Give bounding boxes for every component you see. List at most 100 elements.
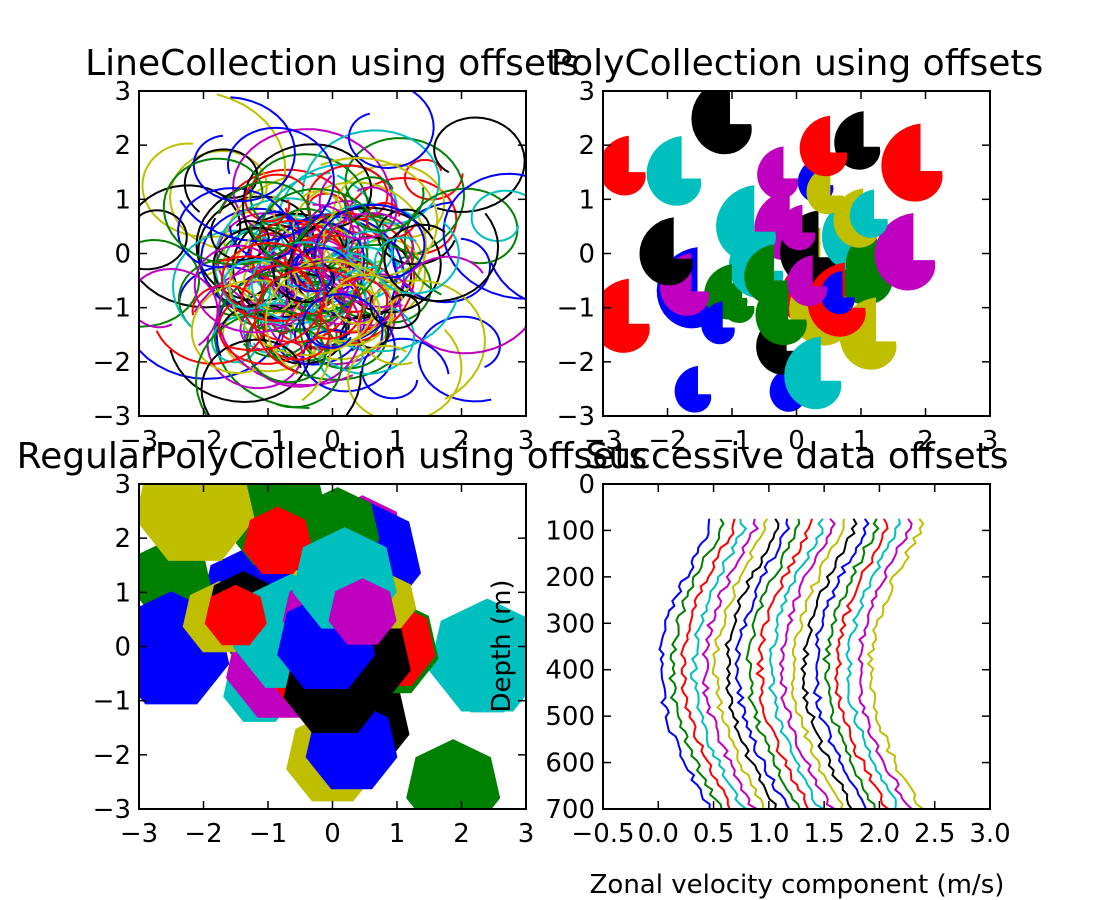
heptagon-marker — [328, 578, 397, 645]
x-tick-label: 1 — [853, 426, 870, 456]
series-line — [321, 212, 414, 309]
x-tick-label: −1 — [249, 819, 287, 849]
spiral-marker — [874, 213, 936, 291]
profile-line — [658, 518, 711, 809]
spiral-marker — [701, 301, 735, 345]
spiral-marker — [779, 204, 816, 251]
y-axis-label: Depth (m) — [487, 579, 517, 712]
plot-area-regular-poly-collection — [139, 484, 526, 809]
profile-line — [724, 518, 780, 809]
spiral-marker — [691, 91, 752, 155]
panel-line-collection: −3 −2 −1 0 1 2 3 3 2 1 0 −1 −2 −3 LineCollection usin… — [85, 43, 579, 456]
y-tick-label: −2 — [557, 348, 595, 378]
profile-line — [668, 518, 725, 809]
heptagon-marker — [406, 739, 501, 809]
series-line — [222, 258, 271, 310]
x-tick-label: 0 — [788, 426, 805, 456]
y-tick-label: 3 — [114, 77, 131, 107]
profile-line — [845, 518, 901, 809]
y-tick-label: 1 — [114, 185, 131, 215]
x-tick-label: 1.0 — [748, 819, 789, 849]
panel-successive-offsets: −0.5 0.0 0.5 1.0 1.5 2.0 2.5 3.0 0 100 200 300 400 50… — [487, 436, 1011, 900]
x-tick-label: 1 — [389, 819, 406, 849]
series-line — [403, 187, 519, 296]
spiral-marker — [881, 123, 943, 202]
series-line — [383, 212, 500, 303]
y-tick-label: −1 — [93, 294, 131, 324]
y-tick-label: −2 — [93, 348, 131, 378]
x-tick-label: 3 — [518, 426, 535, 456]
panel-poly-collection: −3 −2 −1 0 1 2 3 3 2 1 0 −1 −2 −3 PolyCollection usin… — [551, 43, 1044, 456]
y-tick-label: 400 — [545, 656, 595, 686]
profile-line — [790, 518, 845, 809]
y-tick-label: 100 — [545, 516, 595, 546]
x-tick-label: −3 — [120, 426, 158, 456]
profile-line — [812, 518, 870, 809]
series-line — [141, 93, 286, 239]
x-tick-label: −3 — [584, 426, 622, 456]
series-line — [356, 279, 487, 401]
series-line — [258, 187, 385, 318]
series-line — [162, 157, 313, 266]
x-tick-label: 1 — [389, 426, 406, 456]
profile-line — [834, 518, 889, 809]
spiral-marker — [639, 217, 693, 286]
ticks: −0.5 0.0 0.5 1.0 1.5 2.0 2.5 3.0 0 100 200 300 400 50… — [545, 470, 1010, 849]
ticks: −3 −2 −1 0 1 2 3 3 2 1 0 −1 −2 −3 — [93, 77, 535, 456]
x-tick-label: 2.5 — [914, 819, 955, 849]
series-line — [253, 266, 364, 374]
y-tick-label: −1 — [557, 294, 595, 324]
series-line — [344, 137, 466, 260]
y-tick-label: 3 — [578, 77, 595, 107]
series-line — [317, 283, 381, 343]
x-tick-label: −0.5 — [571, 819, 634, 849]
profile-line — [745, 518, 801, 809]
x-tick-label: −2 — [648, 426, 686, 456]
chart-title: Successive data offsets — [586, 436, 1009, 477]
x-tick-label: 1.5 — [803, 819, 844, 849]
series-line — [470, 189, 526, 243]
y-tick-label: 2 — [114, 524, 131, 554]
spiral-marker — [784, 336, 842, 410]
x-tick-label: 2 — [917, 426, 934, 456]
y-tick-label: 3 — [114, 470, 131, 500]
profile-line — [778, 518, 836, 809]
y-tick-label: 0 — [114, 240, 131, 270]
profile-line — [857, 518, 913, 809]
y-tick-label: 600 — [545, 749, 595, 779]
series-line — [139, 209, 188, 271]
series-line — [216, 199, 362, 311]
series-line — [398, 255, 526, 355]
series-line — [250, 241, 367, 321]
series-line — [373, 221, 460, 295]
heptagon-marker — [139, 484, 255, 561]
series-line — [194, 309, 343, 416]
panel-regular-poly-collection: −3 −2 −1 0 1 2 3 3 2 1 0 −1 −2 −3 RegularPolyCollecti… — [17, 436, 648, 849]
plot-area-line-collection — [139, 91, 526, 416]
series-line — [177, 187, 296, 269]
spiral-marker — [787, 255, 827, 307]
series-line — [302, 293, 384, 349]
series-line — [213, 226, 369, 333]
plot-area-successive-offsets — [658, 518, 925, 809]
series-line — [200, 338, 362, 416]
series-line — [403, 158, 464, 201]
y-tick-label: −1 — [93, 687, 131, 717]
spiral-marker — [757, 146, 799, 200]
x-tick-label: 2 — [453, 426, 470, 456]
series-line — [268, 311, 331, 361]
series-line — [289, 246, 346, 293]
heptagon-marker — [449, 638, 525, 713]
x-tick-label: 0.0 — [638, 819, 679, 849]
y-tick-label: 1 — [114, 578, 131, 608]
series-line — [343, 176, 425, 232]
profile-line — [701, 518, 760, 809]
series-line — [192, 96, 296, 203]
series-line — [346, 230, 394, 278]
y-tick-label: 2 — [114, 131, 131, 161]
chart-title: PolyCollection using offsets — [551, 43, 1044, 84]
ticks: −3 −2 −1 0 1 2 3 3 2 1 0 −1 −2 −3 — [93, 470, 535, 849]
series-line — [442, 172, 526, 300]
y-tick-label: 300 — [545, 609, 595, 639]
